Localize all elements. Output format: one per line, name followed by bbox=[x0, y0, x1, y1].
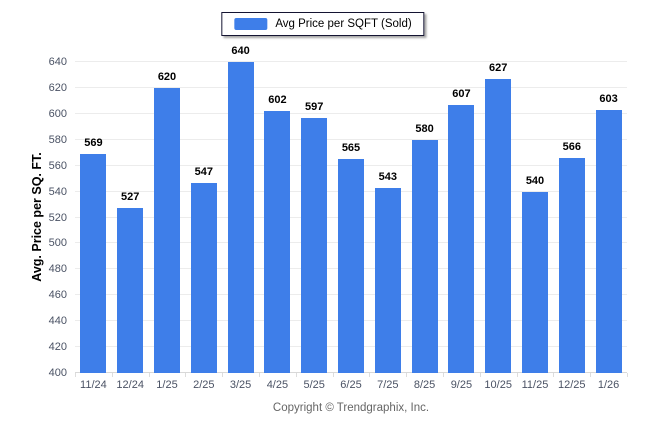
bar bbox=[117, 208, 144, 373]
y-tick-label: 640 bbox=[48, 56, 67, 68]
bar bbox=[374, 187, 401, 373]
x-axis-tick bbox=[369, 373, 371, 377]
bar-value-label: 569 bbox=[84, 137, 103, 150]
x-tick-label: 1/26 bbox=[597, 379, 620, 391]
bar bbox=[448, 104, 475, 373]
bar bbox=[264, 111, 291, 373]
bar bbox=[485, 78, 512, 373]
bar-value-label: 620 bbox=[157, 70, 177, 83]
x-tick-label: 1/25 bbox=[156, 379, 178, 391]
bar bbox=[558, 157, 585, 373]
y-tick-label: 540 bbox=[48, 185, 67, 198]
bar bbox=[595, 109, 622, 373]
bar bbox=[154, 87, 180, 373]
bar bbox=[338, 159, 364, 373]
legend-label: Avg Price per SQFT (Sold) bbox=[275, 18, 412, 30]
x-tick-label: 9/25 bbox=[450, 379, 473, 391]
y-tick-label: 420 bbox=[48, 341, 67, 354]
bar-value-label: 580 bbox=[415, 122, 434, 135]
legend: Avg Price per SQFT (Sold) bbox=[221, 12, 425, 36]
x-axis-tick bbox=[259, 373, 260, 377]
x-tick-label: 10/25 bbox=[484, 379, 512, 391]
bar-value-label: 602 bbox=[268, 94, 287, 107]
bar-value-label: 603 bbox=[599, 92, 618, 105]
bar bbox=[190, 182, 217, 373]
x-axis-tick bbox=[627, 373, 628, 377]
gridline bbox=[75, 112, 627, 114]
x-axis-tick bbox=[406, 373, 408, 377]
bar bbox=[522, 191, 548, 373]
gridline bbox=[75, 138, 627, 140]
x-axis-tick bbox=[111, 373, 113, 377]
y-tick-label: 600 bbox=[48, 107, 67, 120]
bar-value-label: 640 bbox=[231, 45, 250, 57]
bar bbox=[80, 154, 107, 373]
x-tick-label: 12/24 bbox=[116, 379, 144, 391]
bar bbox=[301, 117, 328, 373]
x-tick-label: 2/25 bbox=[193, 379, 215, 391]
plot-area: 400 420 440 460 480 500 520 540 560 580 600 620 640 5… bbox=[49, 45, 628, 391]
x-tick-label: 11/25 bbox=[521, 379, 549, 391]
y-tick-label: 460 bbox=[48, 289, 67, 302]
x-axis-tick bbox=[516, 373, 518, 377]
x-tick-label: 12/25 bbox=[558, 379, 586, 391]
x-tick-label: 8/25 bbox=[413, 379, 436, 391]
x-axis-tick bbox=[443, 373, 444, 377]
y-tick-label: 400 bbox=[48, 367, 67, 379]
x-axis-tick bbox=[332, 373, 334, 377]
x-tick-label: 4/25 bbox=[266, 379, 289, 391]
y-tick-label: 560 bbox=[48, 159, 67, 172]
y-tick-label: 580 bbox=[48, 133, 67, 146]
x-axis-tick bbox=[75, 373, 76, 377]
gridline bbox=[75, 86, 627, 88]
bar-value-label: 566 bbox=[562, 140, 581, 153]
x-tick-label: 5/25 bbox=[303, 379, 325, 391]
bar-value-label: 565 bbox=[341, 142, 361, 155]
y-tick-label: 480 bbox=[48, 263, 67, 276]
legend-color-swatch bbox=[234, 18, 268, 30]
x-axis-tick bbox=[185, 373, 187, 377]
y-tick-label: 520 bbox=[48, 211, 67, 224]
x-tick-label: 6/25 bbox=[340, 379, 362, 391]
gridline bbox=[75, 61, 627, 62]
copyright-text: Copyright © Trendgraphix, Inc. bbox=[272, 402, 430, 414]
x-axis-tick bbox=[553, 373, 555, 377]
bar-value-label: 597 bbox=[305, 100, 324, 113]
x-axis-tick bbox=[148, 373, 150, 377]
x-axis-tick bbox=[479, 373, 481, 377]
bar-value-label: 547 bbox=[194, 165, 213, 178]
y-tick-label: 500 bbox=[48, 237, 67, 250]
x-tick-label: 3/25 bbox=[229, 379, 252, 391]
bar-value-label: 527 bbox=[121, 191, 140, 204]
y-tick-label: 440 bbox=[48, 315, 67, 328]
bar-value-label: 543 bbox=[378, 170, 397, 183]
bar-value-label: 607 bbox=[452, 87, 471, 100]
bar-value-label: 627 bbox=[489, 61, 508, 74]
bar-value-label: 540 bbox=[525, 174, 545, 187]
bar bbox=[411, 139, 438, 373]
x-axis-tick bbox=[590, 373, 592, 377]
x-axis-tick bbox=[295, 373, 297, 377]
y-tick-label: 620 bbox=[48, 81, 67, 94]
x-tick-label: 7/25 bbox=[377, 379, 399, 391]
bar bbox=[227, 62, 254, 373]
x-axis-tick bbox=[222, 373, 224, 377]
x-tick-label: 11/24 bbox=[80, 379, 107, 391]
